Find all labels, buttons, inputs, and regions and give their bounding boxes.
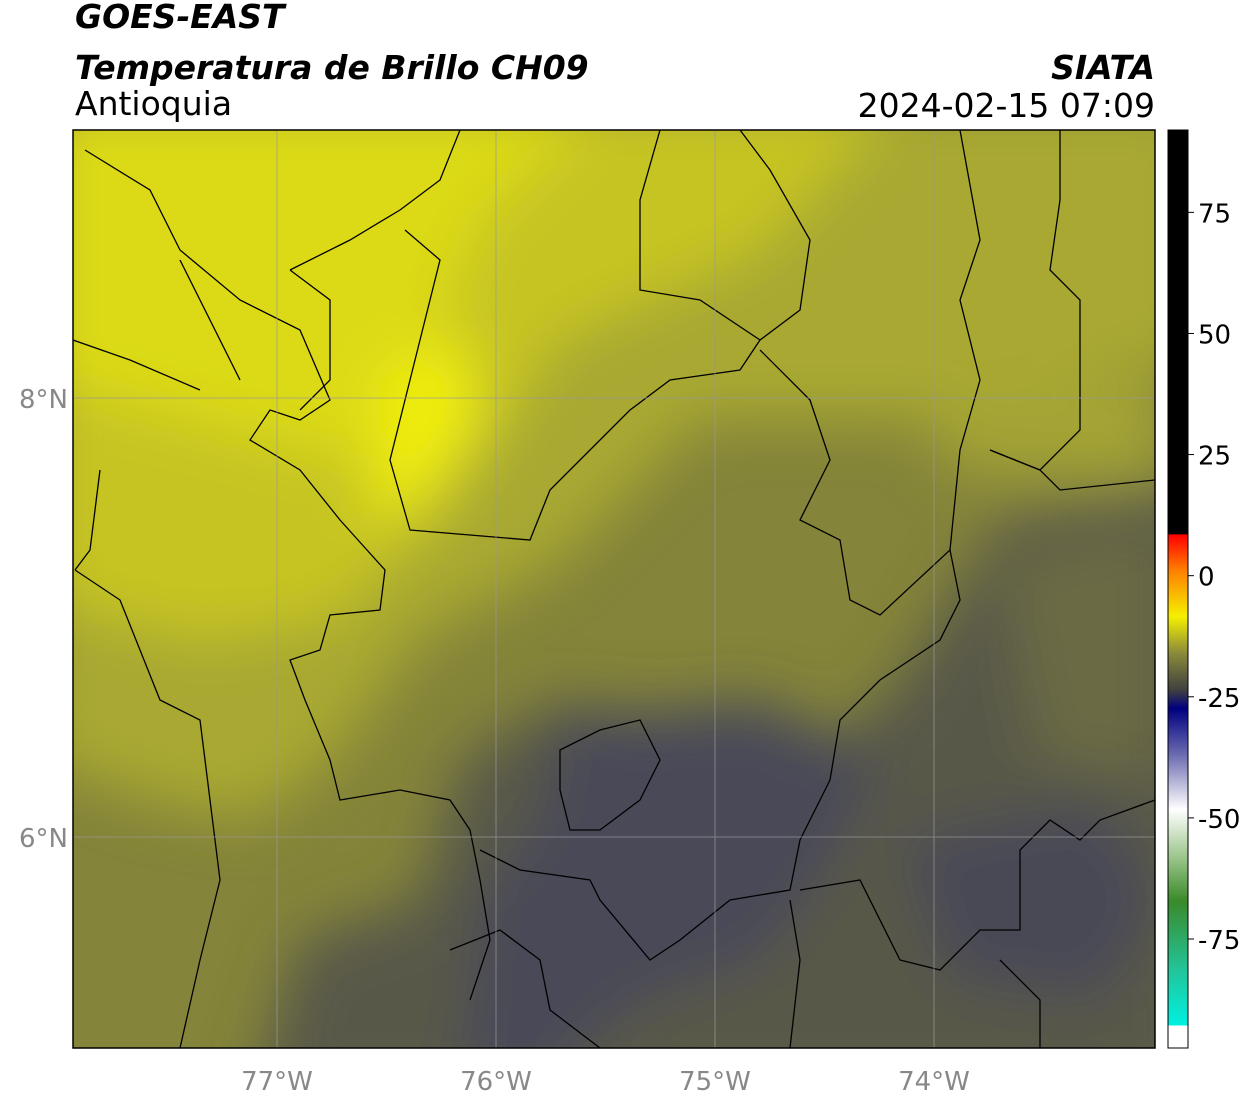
source: SIATA [1051, 48, 1155, 87]
lon-label: 76°W [460, 1067, 532, 1097]
colorbar-tick-label: 25 [1198, 442, 1231, 472]
datetime: 2024-02-15 07:09 [858, 86, 1155, 125]
colorbar [1167, 129, 1189, 1049]
lon-label: 77°W [241, 1067, 313, 1097]
subtitle: Temperatura de Brillo CH09 [75, 48, 589, 87]
lat-label: 6°N [19, 824, 68, 854]
colorbar-tick-label: -25 [1198, 684, 1240, 714]
colorbar-tick-label: -75 [1198, 926, 1240, 956]
lat-label: 8°N [19, 385, 68, 415]
colorbar-tick-label: -50 [1198, 805, 1240, 835]
title: GOES-EAST [75, 0, 287, 36]
lon-label: 74°W [898, 1067, 970, 1097]
colorbar-tick-label: 50 [1198, 320, 1231, 350]
colorbar-tick-label: 0 [1198, 563, 1215, 593]
map-frame [72, 129, 1156, 1049]
map-field [73, 130, 1155, 1048]
region: Antioquia [75, 84, 232, 123]
colorbar-tick-label: 75 [1198, 199, 1231, 229]
lon-label: 75°W [679, 1067, 751, 1097]
